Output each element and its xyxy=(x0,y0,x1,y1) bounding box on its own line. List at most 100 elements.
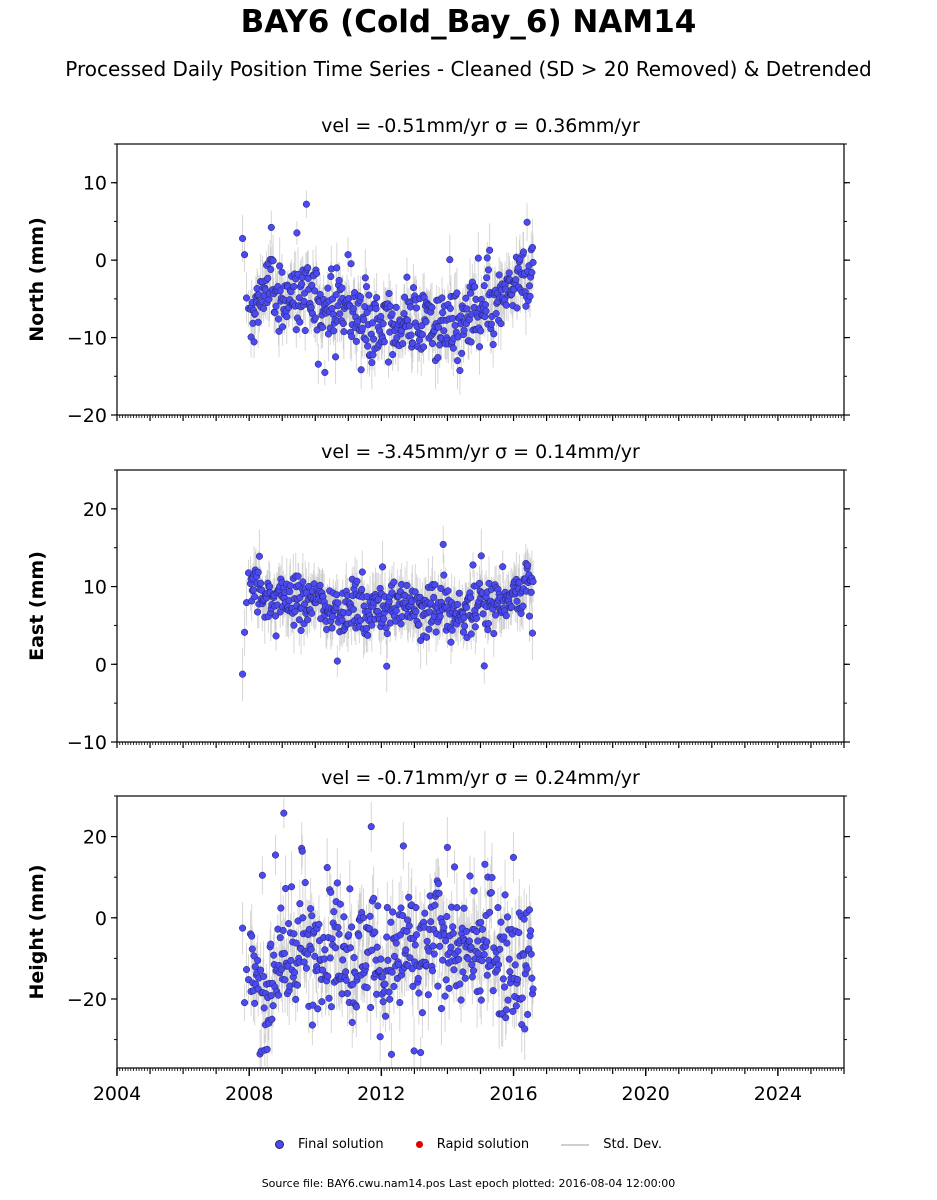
data-point xyxy=(506,968,514,976)
data-point xyxy=(352,1003,360,1011)
data-point xyxy=(260,304,268,313)
x-tick-label: 2008 xyxy=(225,1083,273,1105)
data-point xyxy=(301,326,309,335)
x-tick-label: 2004 xyxy=(93,1083,141,1105)
data-point xyxy=(239,670,247,678)
data-point xyxy=(276,262,284,270)
data-point xyxy=(254,608,262,616)
data-point xyxy=(475,579,484,587)
panel-title: vel = -0.71mm/yr σ = 0.24mm/yr xyxy=(321,767,640,789)
data-point xyxy=(523,965,531,973)
data-point xyxy=(467,943,475,951)
data-point xyxy=(352,337,360,345)
plot-frame xyxy=(116,143,845,416)
data-point xyxy=(412,607,420,615)
legend: Final solution Rapid solution Std. Dev. xyxy=(0,1137,937,1152)
y-tick-label: 0 xyxy=(95,654,107,676)
data-point xyxy=(425,608,434,616)
data-point xyxy=(392,607,400,615)
data-point xyxy=(528,268,536,277)
data-point xyxy=(264,274,272,282)
data-point xyxy=(298,847,306,855)
data-point xyxy=(327,272,335,281)
data-point xyxy=(489,340,497,349)
data-point xyxy=(265,583,274,591)
data-point xyxy=(414,974,422,982)
data-point xyxy=(409,982,417,990)
data-point xyxy=(239,234,247,243)
data-point xyxy=(480,951,488,959)
final-solution-marker xyxy=(274,1140,284,1149)
data-point xyxy=(406,954,414,962)
data-point xyxy=(327,1003,335,1011)
data-point xyxy=(366,912,374,920)
panel-title: vel = -0.51mm/yr σ = 0.36mm/yr xyxy=(321,115,640,137)
data-point xyxy=(483,254,491,262)
data-point xyxy=(376,1033,384,1041)
data-point xyxy=(519,248,528,256)
data-point xyxy=(308,912,316,920)
data-point xyxy=(412,304,421,312)
data-point xyxy=(388,310,396,318)
data-point xyxy=(332,944,340,952)
data-point xyxy=(299,914,307,922)
data-point xyxy=(487,320,495,328)
y-axis-label: East (mm) xyxy=(26,551,48,661)
data-point xyxy=(307,303,315,311)
data-point xyxy=(379,973,387,981)
data-point xyxy=(456,980,464,988)
data-point xyxy=(494,904,502,912)
data-point xyxy=(528,629,536,637)
data-point xyxy=(443,843,451,851)
data-point xyxy=(364,631,372,639)
data-point xyxy=(250,338,258,346)
data-point xyxy=(397,904,405,912)
data-point xyxy=(502,1014,510,1022)
data-point xyxy=(471,623,479,631)
data-point xyxy=(427,599,435,607)
data-point xyxy=(320,1081,327,1088)
data-point xyxy=(362,336,370,344)
data-point xyxy=(387,1050,396,1058)
data-point xyxy=(428,967,437,975)
data-point xyxy=(390,578,398,586)
data-point xyxy=(292,939,300,947)
data-point xyxy=(480,282,488,290)
data-point xyxy=(479,610,487,618)
data-point xyxy=(328,935,336,943)
data-point xyxy=(385,988,393,996)
rapid-solution-marker xyxy=(415,1141,423,1148)
data-point xyxy=(260,1004,268,1012)
data-point xyxy=(249,586,258,594)
data-point xyxy=(330,908,338,916)
data-point xyxy=(440,571,448,579)
data-point xyxy=(525,282,534,290)
data-point xyxy=(492,309,500,318)
data-point xyxy=(524,561,532,569)
data-point xyxy=(515,929,523,937)
data-point xyxy=(502,301,510,309)
data-point xyxy=(504,996,512,1004)
data-point xyxy=(372,305,380,313)
data-point xyxy=(350,954,358,962)
data-point xyxy=(430,950,438,958)
data-point xyxy=(248,945,256,953)
data-point xyxy=(399,842,407,850)
data-point xyxy=(475,343,484,351)
data-point xyxy=(478,957,486,965)
data-point xyxy=(314,1005,322,1013)
data-point xyxy=(370,335,378,343)
data-point xyxy=(302,200,310,208)
data-point xyxy=(519,602,527,610)
data-point xyxy=(434,354,442,362)
data-point xyxy=(425,625,433,633)
data-point xyxy=(279,323,287,331)
data-point xyxy=(349,980,357,988)
data-point xyxy=(440,327,448,335)
data-point xyxy=(434,880,443,888)
data-point xyxy=(255,552,263,560)
data-point xyxy=(368,946,376,954)
data-point xyxy=(332,353,340,361)
data-point xyxy=(468,961,476,969)
data-point xyxy=(401,293,409,301)
